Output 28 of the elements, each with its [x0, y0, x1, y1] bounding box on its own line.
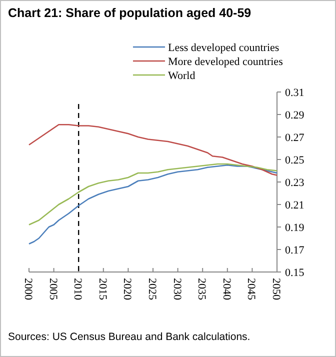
x-tick-label: 2015	[96, 278, 108, 300]
line-series	[28, 164, 278, 245]
x-tick-label: 2045	[245, 278, 258, 300]
y-tick-label: 0.15	[285, 267, 305, 279]
x-tick-label: 2035	[196, 278, 208, 300]
x-tick-label: 2020	[121, 278, 134, 300]
x-tick-label: 2005	[46, 278, 59, 300]
y-tick-label: 0.19	[285, 222, 305, 234]
y-tick-label: 0.17	[285, 244, 305, 256]
legend-label: World	[168, 70, 196, 82]
x-tick-label: 2050	[270, 278, 282, 300]
y-tick-label: 0.23	[285, 177, 305, 189]
x-tick-label: 2030	[170, 278, 183, 300]
y-tick-label: 0.25	[285, 154, 305, 166]
line-series	[28, 163, 278, 226]
legend-label: Less developed countries	[168, 42, 280, 54]
y-tick-label: 0.29	[285, 110, 305, 122]
y-tick-label: 0.21	[285, 200, 304, 212]
source-note: Sources: US Census Bureau and Bank calculations.	[8, 331, 250, 343]
x-tick-label: 2000	[22, 278, 34, 300]
legend-label: More developed countries	[168, 56, 283, 68]
line-series	[28, 124, 278, 176]
y-tick-label: 0.31	[285, 87, 304, 99]
chart-title: Chart 21: Share of population aged 40-59	[8, 6, 252, 20]
x-tick-label: 2040	[220, 278, 232, 300]
x-tick-label: 2010	[72, 278, 84, 300]
y-tick-label: 0.27	[285, 132, 305, 144]
x-tick-label: 2025	[146, 278, 158, 300]
